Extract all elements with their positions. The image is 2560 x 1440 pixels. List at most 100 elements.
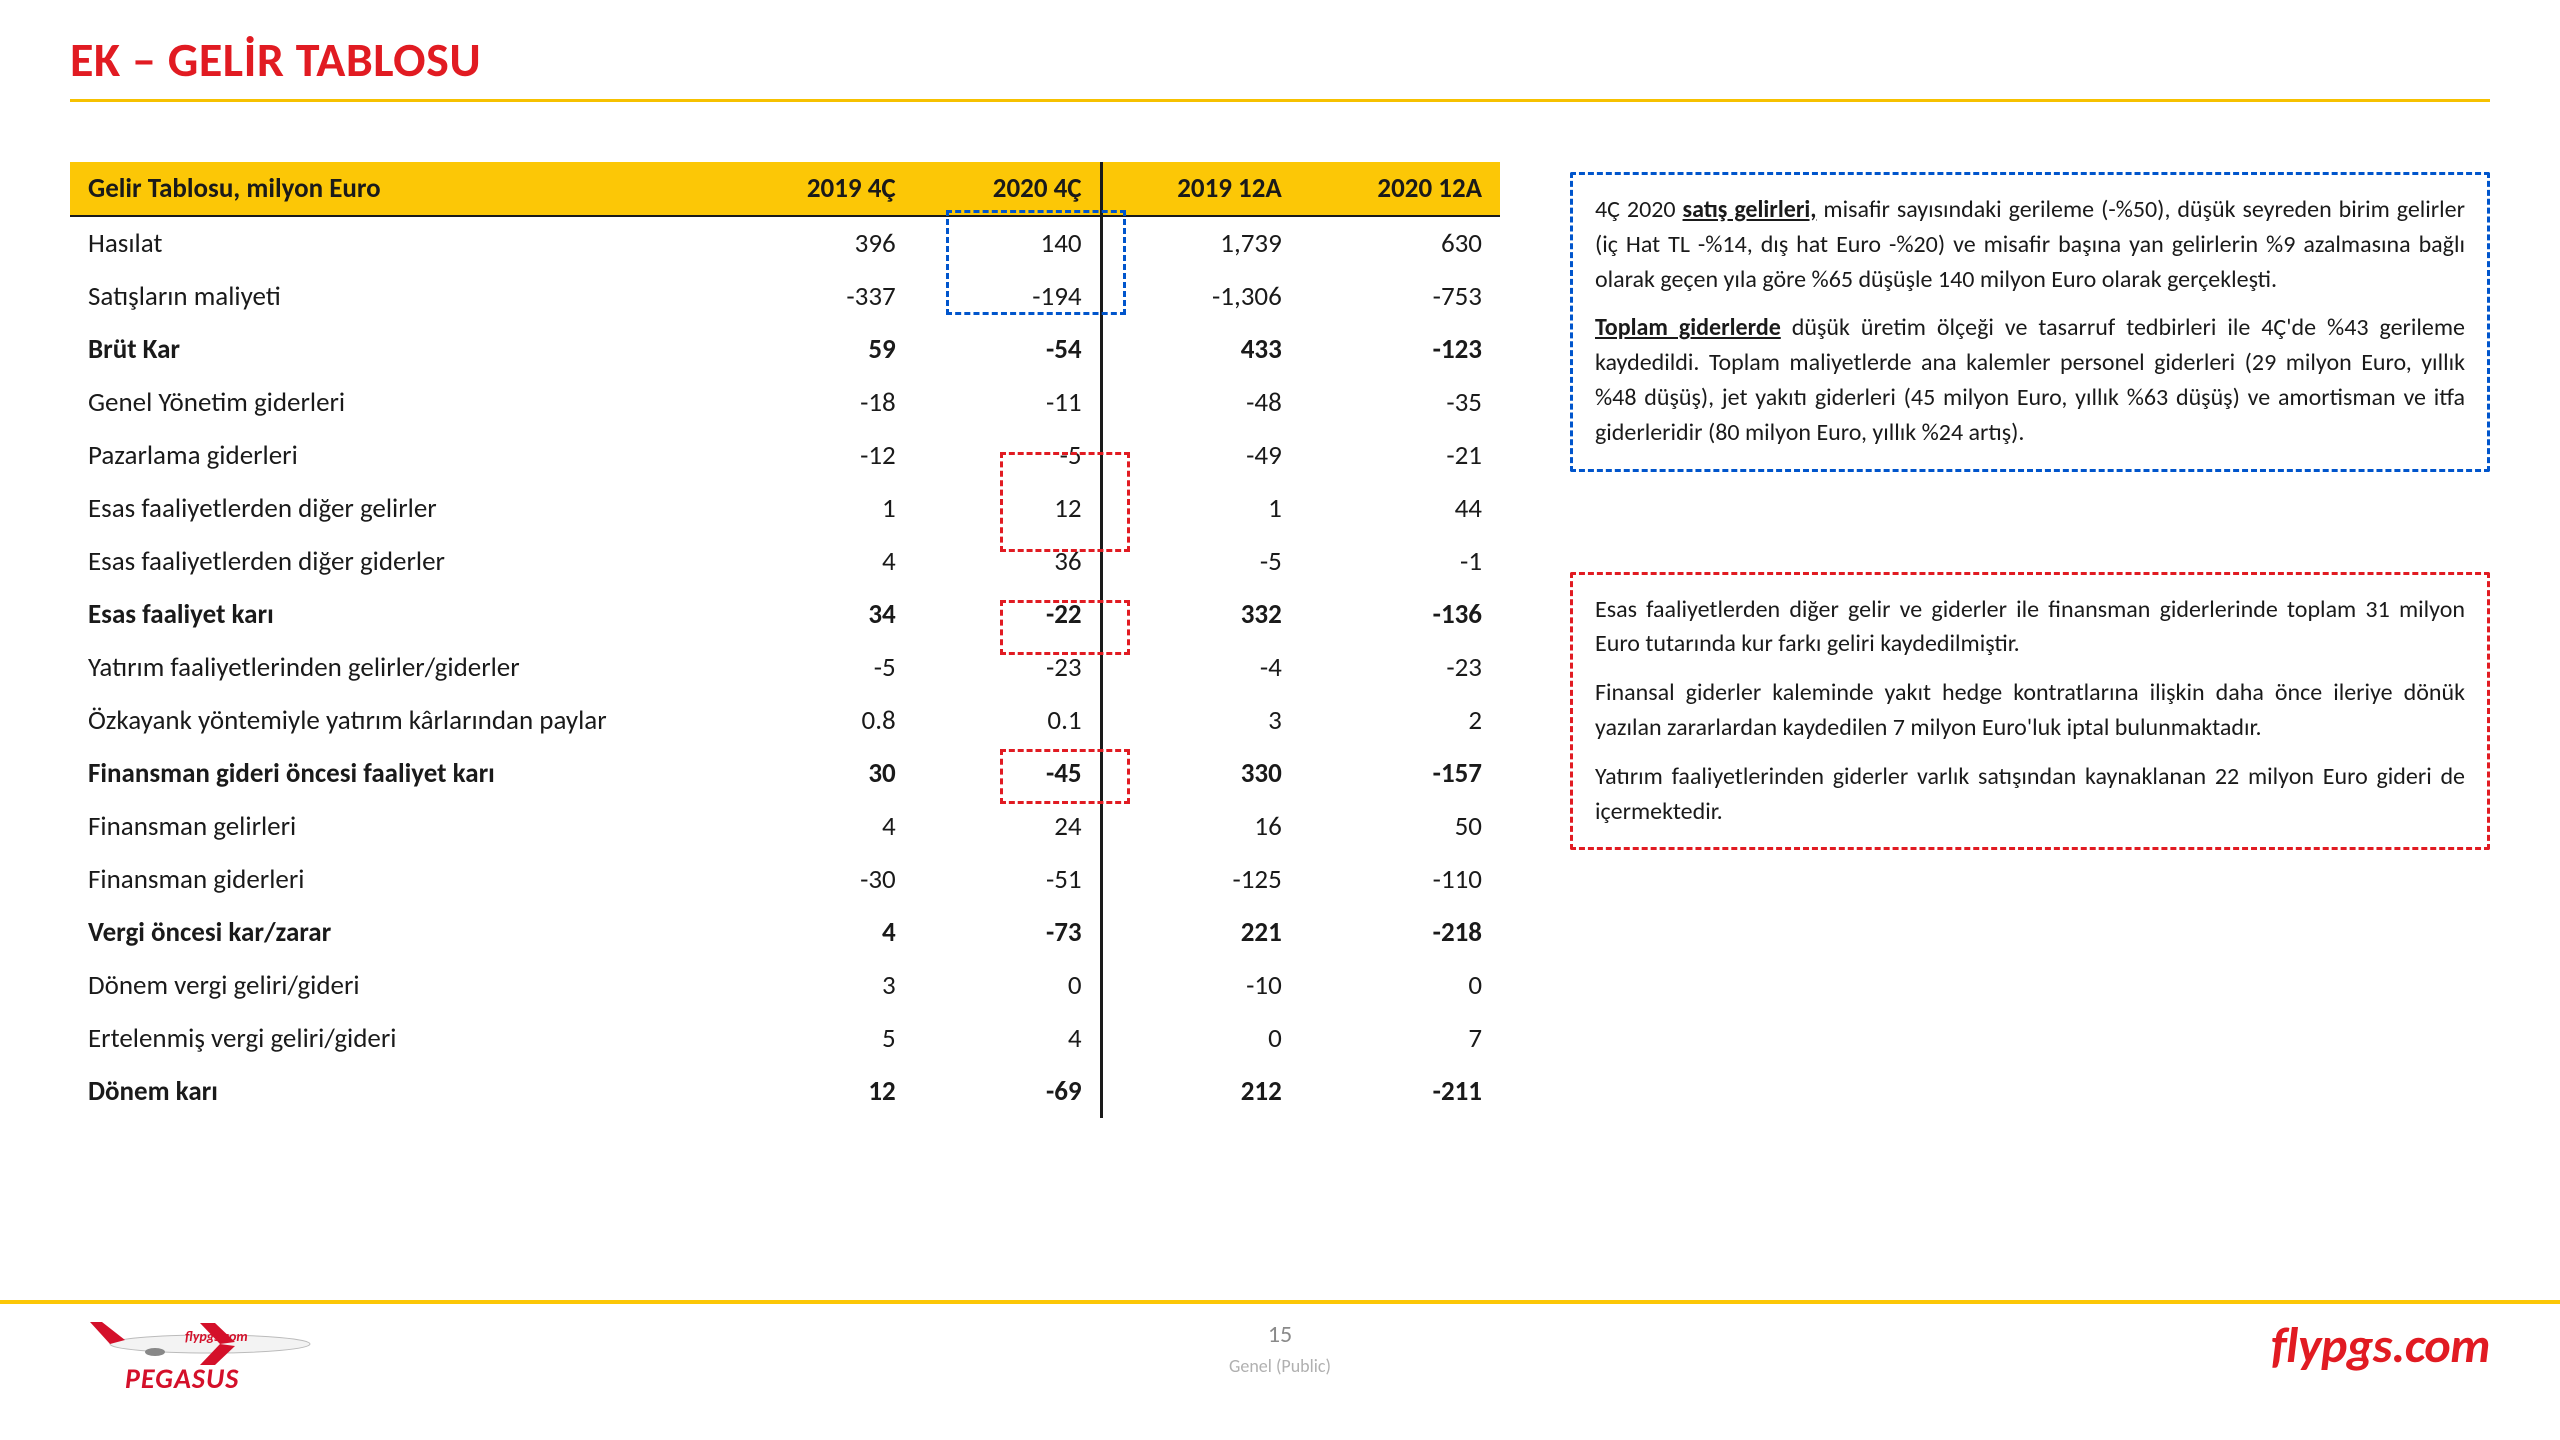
row-label: Pazarlama giderleri (70, 429, 728, 482)
table-row: Pazarlama giderleri-12-5-49-21 (70, 429, 1500, 482)
notes-container: 4Ç 2020 satış gelirleri, misafir sayısın… (1570, 162, 2490, 1118)
row-value: -1 (1300, 535, 1500, 588)
row-value: -218 (1300, 906, 1500, 959)
row-value: 4 (728, 535, 914, 588)
th-col-3: 2020 12A (1300, 162, 1500, 216)
note-red-p2: Finansal giderler kaleminde yakıt hedge … (1595, 676, 2465, 746)
row-label: Vergi öncesi kar/zarar (70, 906, 728, 959)
row-label: Finansman giderleri (70, 853, 728, 906)
row-label: Dönem vergi geliri/gideri (70, 959, 728, 1012)
table-row: Özkayank yöntemiyle yatırım kârlarından … (70, 694, 1500, 747)
note-underline: Toplam giderlerde (1595, 313, 1781, 342)
row-value: -194 (914, 270, 1100, 323)
row-value: 12 (728, 1065, 914, 1118)
table-row: Genel Yönetim giderleri-18-11-48-35 (70, 376, 1500, 429)
note-blue: 4Ç 2020 satış gelirleri, misafir sayısın… (1570, 172, 2490, 472)
th-col-1: 2020 4Ç (914, 162, 1100, 216)
note-underline: satış gelirleri, (1683, 195, 1817, 224)
table-row: Vergi öncesi kar/zarar4-73221-218 (70, 906, 1500, 959)
row-label: Esas faaliyetlerden diğer giderler (70, 535, 728, 588)
brand-left-text: PEGASUS (125, 1361, 330, 1396)
row-value: -21 (1300, 429, 1500, 482)
row-value: -1,306 (1100, 270, 1300, 323)
note-red: Esas faaliyetlerden diğer gelir ve gider… (1570, 572, 2490, 851)
page-title: EK – GELİR TABLOSU (70, 30, 2490, 102)
row-value: 0.8 (728, 694, 914, 747)
table-row: Esas faaliyetlerden diğer giderler436-5-… (70, 535, 1500, 588)
row-label: Genel Yönetim giderleri (70, 376, 728, 429)
brand-right: flypgs.com (2271, 1315, 2490, 1376)
row-value: 2 (1300, 694, 1500, 747)
table-row: Hasılat3961401,739630 (70, 216, 1500, 270)
row-value: 396 (728, 216, 914, 270)
row-value: -48 (1100, 376, 1300, 429)
row-value: -5 (914, 429, 1100, 482)
row-value: 50 (1300, 800, 1500, 853)
th-title: Gelir Tablosu, milyon Euro (70, 162, 728, 216)
content-area: Gelir Tablosu, milyon Euro 2019 4Ç 2020 … (70, 162, 2490, 1118)
footer: 15 Genel (Public) flypgs.com flypgs.com … (0, 1300, 2560, 1410)
row-label: Esas faaliyetlerden diğer gelirler (70, 482, 728, 535)
table-row: Brüt Kar59-54433-123 (70, 323, 1500, 376)
row-value: -753 (1300, 270, 1500, 323)
row-value: -30 (728, 853, 914, 906)
row-label: Finansman gideri öncesi faaliyet karı (70, 747, 728, 800)
note-text: 4Ç 2020 (1595, 195, 1683, 224)
row-value: -5 (728, 641, 914, 694)
row-value: -49 (1100, 429, 1300, 482)
row-value: 332 (1100, 588, 1300, 641)
table-row: Satışların maliyeti-337-194-1,306-753 (70, 270, 1500, 323)
row-value: 3 (728, 959, 914, 1012)
row-value: 1 (728, 482, 914, 535)
table-row: Ertelenmiş vergi geliri/gideri5407 (70, 1012, 1500, 1065)
note-red-p3: Yatırım faaliyetlerinden giderler varlık… (1595, 760, 2465, 830)
row-value: -11 (914, 376, 1100, 429)
row-value: 1 (1100, 482, 1300, 535)
table-row: Dönem vergi geliri/gideri30-100 (70, 959, 1500, 1012)
row-value: -110 (1300, 853, 1500, 906)
row-value: 3 (1100, 694, 1300, 747)
row-value: 4 (728, 800, 914, 853)
plane-icon: flypgs.com (70, 1310, 330, 1365)
row-value: -4 (1100, 641, 1300, 694)
row-value: -51 (914, 853, 1100, 906)
row-value: 212 (1100, 1065, 1300, 1118)
classification-label: Genel (Public) (1229, 1355, 1331, 1377)
row-value: 16 (1100, 800, 1300, 853)
row-value: 0 (914, 959, 1100, 1012)
row-label: Brüt Kar (70, 323, 728, 376)
row-label: Esas faaliyet karı (70, 588, 728, 641)
row-value: 221 (1100, 906, 1300, 959)
table-header-row: Gelir Tablosu, milyon Euro 2019 4Ç 2020 … (70, 162, 1500, 216)
brand-left: flypgs.com PEGASUS (70, 1310, 330, 1396)
row-value: 0 (1100, 1012, 1300, 1065)
row-value: -23 (914, 641, 1100, 694)
table-row: Yatırım faaliyetlerinden gelirler/giderl… (70, 641, 1500, 694)
row-value: -125 (1100, 853, 1300, 906)
row-value: 630 (1300, 216, 1500, 270)
row-value: -211 (1300, 1065, 1500, 1118)
table-row: Finansman gideri öncesi faaliyet karı30 -… (70, 747, 1500, 800)
row-label: Finansman gelirleri (70, 800, 728, 853)
row-value: 1,739 (1100, 216, 1300, 270)
note-blue-p2: Toplam giderlerde düşük üretim ölçeği ve… (1595, 311, 2465, 450)
row-value: 34 (728, 588, 914, 641)
row-value: 30 (728, 747, 914, 800)
page-number: 15 (1268, 1320, 1292, 1349)
svg-text:flypgs.com: flypgs.com (185, 1328, 248, 1345)
row-label: Yatırım faaliyetlerinden gelirler/giderl… (70, 641, 728, 694)
row-value: 44 (1300, 482, 1500, 535)
row-value: -69 (914, 1065, 1100, 1118)
note-red-p1: Esas faaliyetlerden diğer gelir ve gider… (1595, 593, 2465, 663)
table-divider-solid (1100, 162, 1103, 1118)
row-value: 24 (914, 800, 1100, 853)
row-value: -35 (1300, 376, 1500, 429)
row-value: 5 (728, 1012, 914, 1065)
footer-bar (0, 1300, 2560, 1304)
row-value: -157 (1300, 747, 1500, 800)
income-statement-table: Gelir Tablosu, milyon Euro 2019 4Ç 2020 … (70, 162, 1500, 1118)
row-label: Dönem karı (70, 1065, 728, 1118)
note-blue-p1: 4Ç 2020 satış gelirleri, misafir sayısın… (1595, 193, 2465, 297)
row-label: Ertelenmiş vergi geliri/gideri (70, 1012, 728, 1065)
row-value: -337 (728, 270, 914, 323)
